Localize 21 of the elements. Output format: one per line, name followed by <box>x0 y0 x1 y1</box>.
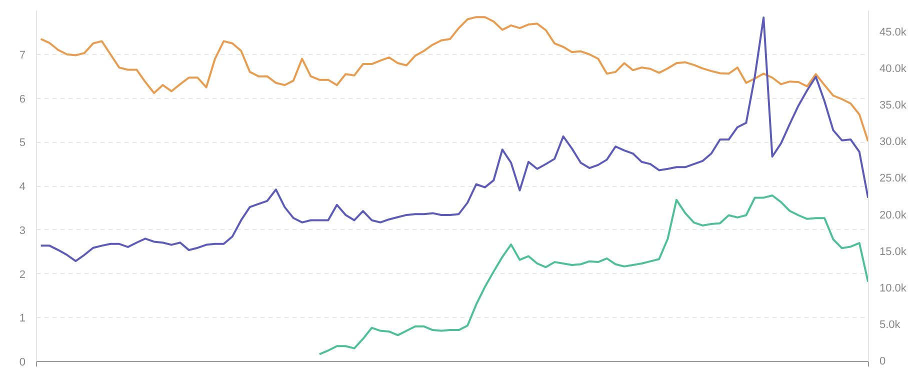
y-tick-label: 4 <box>19 181 26 193</box>
y2-tick-label: 20.0k <box>880 209 907 222</box>
y-tick-label: 7 <box>19 49 26 62</box>
y-tick-label: 0 <box>19 356 26 368</box>
y2-tick-label: 35.0k <box>880 100 907 112</box>
y2-tick-label: 15.0k <box>880 246 907 258</box>
y-tick-label: 6 <box>19 93 26 106</box>
y2-tick-label: 5.0k <box>880 318 901 331</box>
y-tick-label: 5 <box>19 137 26 150</box>
y-tick-label: 3 <box>19 224 26 237</box>
y2-tick-label: 0 <box>880 356 886 368</box>
y2-tick-label: 45.0k <box>880 26 907 38</box>
y2-tick-label: 30.0k <box>880 136 907 148</box>
y2-tick-label: 10.0k <box>880 282 907 294</box>
y2-tick-label: 25.0k <box>880 172 907 185</box>
line-series <box>318 194 868 356</box>
y2-tick-label: 40.0k <box>880 63 907 75</box>
line-series <box>40 16 868 142</box>
y-tick-label: 1 <box>19 312 26 325</box>
y-tick-label: 2 <box>19 268 26 281</box>
line-series <box>40 16 868 262</box>
